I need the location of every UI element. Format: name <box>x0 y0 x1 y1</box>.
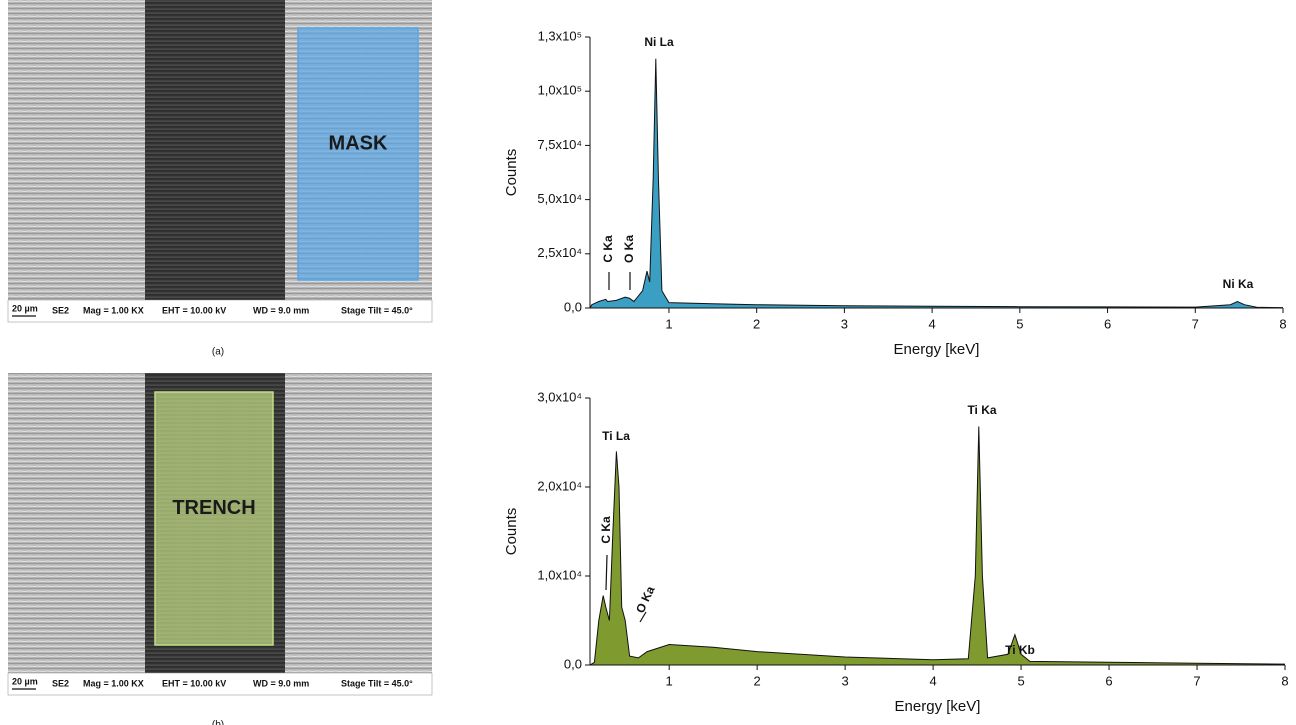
peak-label: Ti Ka <box>967 403 996 417</box>
spectrum-line <box>589 426 1286 666</box>
x-tick-label: 2 <box>753 316 760 331</box>
peak-label: Ni Ka <box>1223 277 1254 291</box>
y-axis-label: Counts <box>503 508 520 556</box>
x-tick-label: 2 <box>754 673 761 688</box>
peak-label: Ni La <box>644 35 674 49</box>
info-text: Stage Tilt = 45.0° <box>341 305 413 315</box>
x-tick-label: 3 <box>842 673 849 688</box>
info-text: SE2 <box>52 678 69 688</box>
overlay-box <box>154 391 274 646</box>
x-tick-label: 6 <box>1105 673 1112 688</box>
spectrum-line <box>589 58 1284 309</box>
y-axis-label: Counts <box>503 149 520 197</box>
peak-label: C Ka <box>601 235 615 263</box>
info-text: Mag = 1.00 KX <box>83 305 144 315</box>
caption: (a) <box>212 347 224 358</box>
x-tick-label: 8 <box>1281 673 1288 688</box>
x-tick-label: 7 <box>1192 316 1199 331</box>
peak-label: Ti Kb <box>1005 643 1035 657</box>
info-text: WD = 9.0 mm <box>253 678 309 688</box>
info-text: EHT = 10.00 kV <box>162 305 226 315</box>
info-text: Mag = 1.00 KX <box>83 678 144 688</box>
x-tick-label: 4 <box>929 673 936 688</box>
peak-pointer <box>605 554 608 591</box>
scale-label: 20 µm <box>12 303 38 313</box>
info-text: Stage Tilt = 45.0° <box>341 678 413 688</box>
x-tick-label: 1 <box>665 316 672 331</box>
x-tick-label: 3 <box>841 316 848 331</box>
peak-label: O Ka <box>622 235 636 263</box>
scale-label: 20 µm <box>12 676 38 686</box>
peak-label: O Ka <box>633 584 658 616</box>
info-text: EHT = 10.00 kV <box>162 678 226 688</box>
sem-trench-region <box>145 0 285 300</box>
y-tick-label: 0,0 <box>564 656 582 671</box>
x-tick-label: 5 <box>1016 316 1023 331</box>
y-tick-label: 2,0x10⁴ <box>537 478 582 493</box>
x-tick-label: 4 <box>928 316 935 331</box>
y-tick-label: 1,0x10⁴ <box>537 567 582 582</box>
spectrum-area <box>590 426 1285 665</box>
x-tick-label: 5 <box>1017 673 1024 688</box>
peak-pointer <box>639 611 647 623</box>
info-text: WD = 9.0 mm <box>253 305 309 315</box>
overlay-label: TRENCH <box>172 497 255 519</box>
y-tick-label: 2,5x10⁴ <box>537 245 582 260</box>
x-tick-label: 8 <box>1279 316 1286 331</box>
x-axis-label: Energy [keV] <box>894 341 980 358</box>
info-bar <box>7 299 433 323</box>
x-tick-label: 1 <box>666 673 673 688</box>
y-tick-label: 0,0 <box>564 299 582 314</box>
y-tick-label: 5,0x10⁴ <box>537 191 582 206</box>
y-tick-label: 7,5x10⁴ <box>537 137 582 152</box>
y-tick-label: 1,0x10⁵ <box>538 83 582 98</box>
x-axis-label: Energy [keV] <box>895 698 981 715</box>
overlay-box <box>297 27 419 281</box>
caption: (b) <box>212 720 224 725</box>
x-tick-label: 7 <box>1193 673 1200 688</box>
info-text: SE2 <box>52 305 69 315</box>
y-tick-label: 3,0x10⁴ <box>537 389 582 404</box>
x-tick-label: 6 <box>1104 316 1111 331</box>
overlay-label: MASK <box>329 132 388 154</box>
info-bar <box>7 672 433 696</box>
peak-label: C Ka <box>599 516 613 544</box>
peak-label: Ti La <box>602 429 630 443</box>
spectrum-area <box>590 58 1283 309</box>
y-tick-label: 1,3x10⁵ <box>538 28 582 43</box>
